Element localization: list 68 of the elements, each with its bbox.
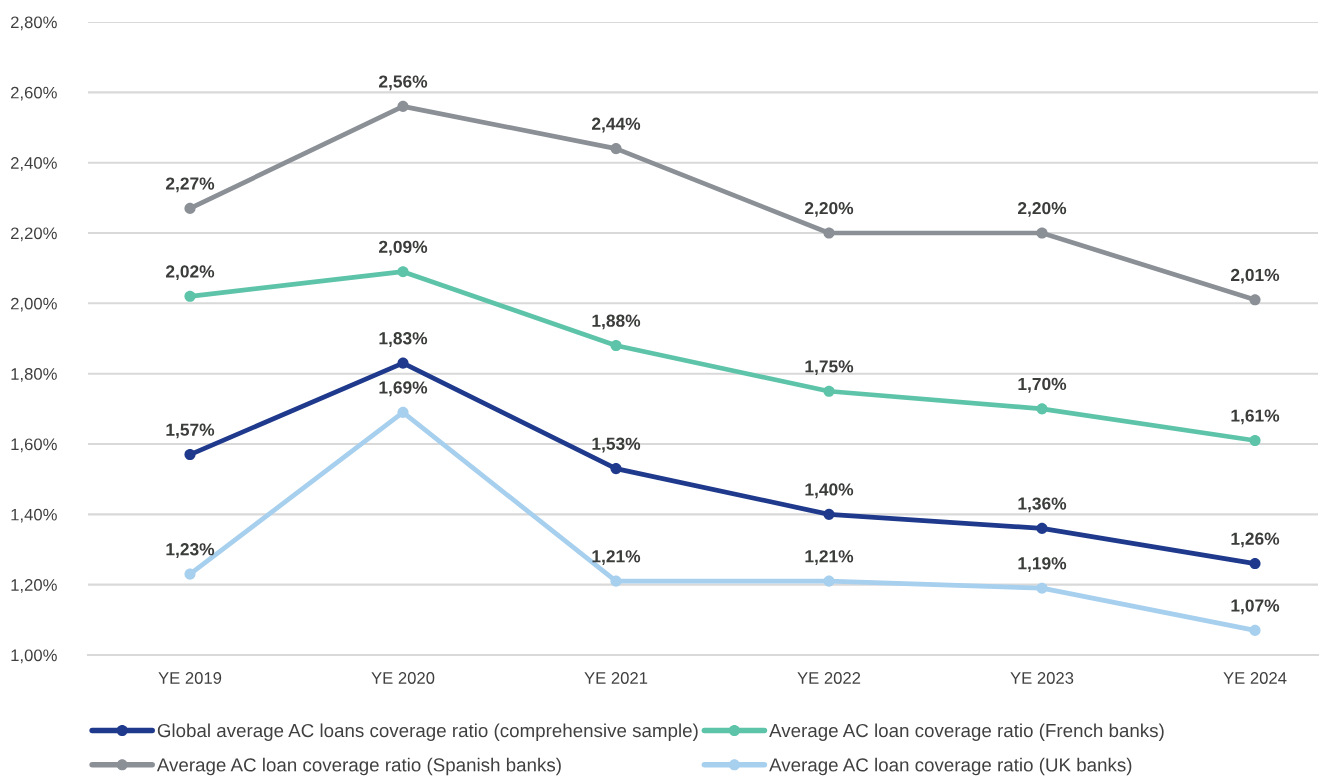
point xyxy=(184,202,196,214)
point xyxy=(1249,294,1261,306)
point xyxy=(610,575,622,587)
x-tick-label: YE 2019 xyxy=(158,672,222,684)
legend-label: Average AC loan coverage ratio (UK banks) xyxy=(769,757,1132,776)
x-tick-label: YE 2023 xyxy=(1010,672,1074,684)
data-label: 1,70% xyxy=(1018,377,1067,393)
y-tick-label: 2,40% xyxy=(11,157,57,171)
data-label: 2,20% xyxy=(804,202,854,217)
y-tick-label: 1,60% xyxy=(11,438,57,453)
point xyxy=(1036,522,1048,534)
x-tick-label: YE 2021 xyxy=(584,672,648,684)
point xyxy=(184,448,196,461)
data-label: 1,21% xyxy=(592,550,641,565)
point xyxy=(184,290,196,302)
point xyxy=(184,568,196,580)
data-label: 1,21% xyxy=(805,550,854,565)
data-label: 1,61% xyxy=(1231,409,1280,425)
x-tick-label: YE 2020 xyxy=(371,672,435,684)
data-label: 1,57% xyxy=(166,423,215,439)
data-label: 1,83% xyxy=(379,332,428,347)
x-tick-label: YE 2024 xyxy=(1223,672,1287,684)
point xyxy=(1036,227,1048,239)
y-tick-label: 2,60% xyxy=(11,86,57,101)
point xyxy=(610,143,622,155)
legend-label: Global average AC loans coverage ratio (comprehensive sample) xyxy=(157,723,698,741)
point xyxy=(823,575,835,587)
data-label: 1,75% xyxy=(805,360,854,376)
point xyxy=(823,385,835,397)
y-tick-label: 2,80% xyxy=(11,16,57,31)
legend-label: Average AC loan coverage ratio (Spanish banks) xyxy=(156,757,561,776)
data-label: 1,88% xyxy=(592,314,641,330)
data-label: 2,44% xyxy=(591,117,641,133)
data-label: 1,07% xyxy=(1231,599,1280,615)
data-label: 2,01% xyxy=(1230,268,1280,284)
y-tick-label: 1,20% xyxy=(11,579,57,593)
point xyxy=(1036,582,1048,594)
y-tick-label: 2,00% xyxy=(11,297,57,312)
data-label: 2,02% xyxy=(165,265,215,281)
data-label: 1,19% xyxy=(1018,557,1067,572)
point xyxy=(397,357,409,369)
point xyxy=(1249,434,1261,447)
data-label: 1,40% xyxy=(805,483,854,499)
point xyxy=(397,406,409,418)
y-tick-label: 1,00% xyxy=(11,649,57,664)
legend-label: Average AC loan coverage ratio (French banks) xyxy=(769,723,1164,741)
data-label: 1,69% xyxy=(379,381,428,397)
point xyxy=(1249,624,1261,636)
data-label: 2,56% xyxy=(378,75,428,91)
data-label: 2,09% xyxy=(378,240,428,256)
point xyxy=(823,227,835,239)
data-label: 1,53% xyxy=(592,437,641,453)
y-tick-label: 2,20% xyxy=(11,227,57,242)
point xyxy=(1036,403,1048,415)
data-label: 2,27% xyxy=(165,177,215,193)
point xyxy=(397,266,409,278)
point xyxy=(610,463,622,475)
point xyxy=(823,508,835,520)
data-label: 1,26% xyxy=(1231,532,1280,548)
x-tick-label: YE 2022 xyxy=(797,672,861,684)
y-tick-label: 1,80% xyxy=(11,368,57,382)
y-tick-label: 1,40% xyxy=(11,508,57,523)
point xyxy=(1249,558,1261,570)
data-label: 2,20% xyxy=(1017,202,1067,217)
data-label: 1,23% xyxy=(166,543,215,558)
data-label: 1,36% xyxy=(1018,497,1067,513)
point xyxy=(397,100,409,112)
point xyxy=(610,339,622,352)
